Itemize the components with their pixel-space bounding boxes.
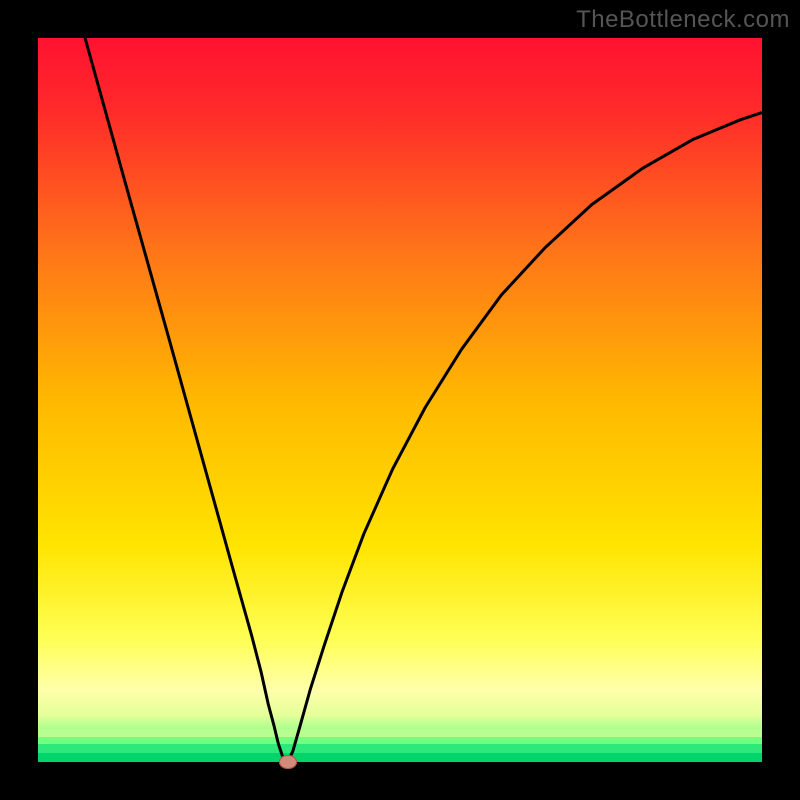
chart-curve <box>38 38 762 762</box>
chart-plot-area <box>38 38 762 762</box>
watermark-text: TheBottleneck.com <box>576 6 790 34</box>
minimum-marker <box>279 755 297 769</box>
